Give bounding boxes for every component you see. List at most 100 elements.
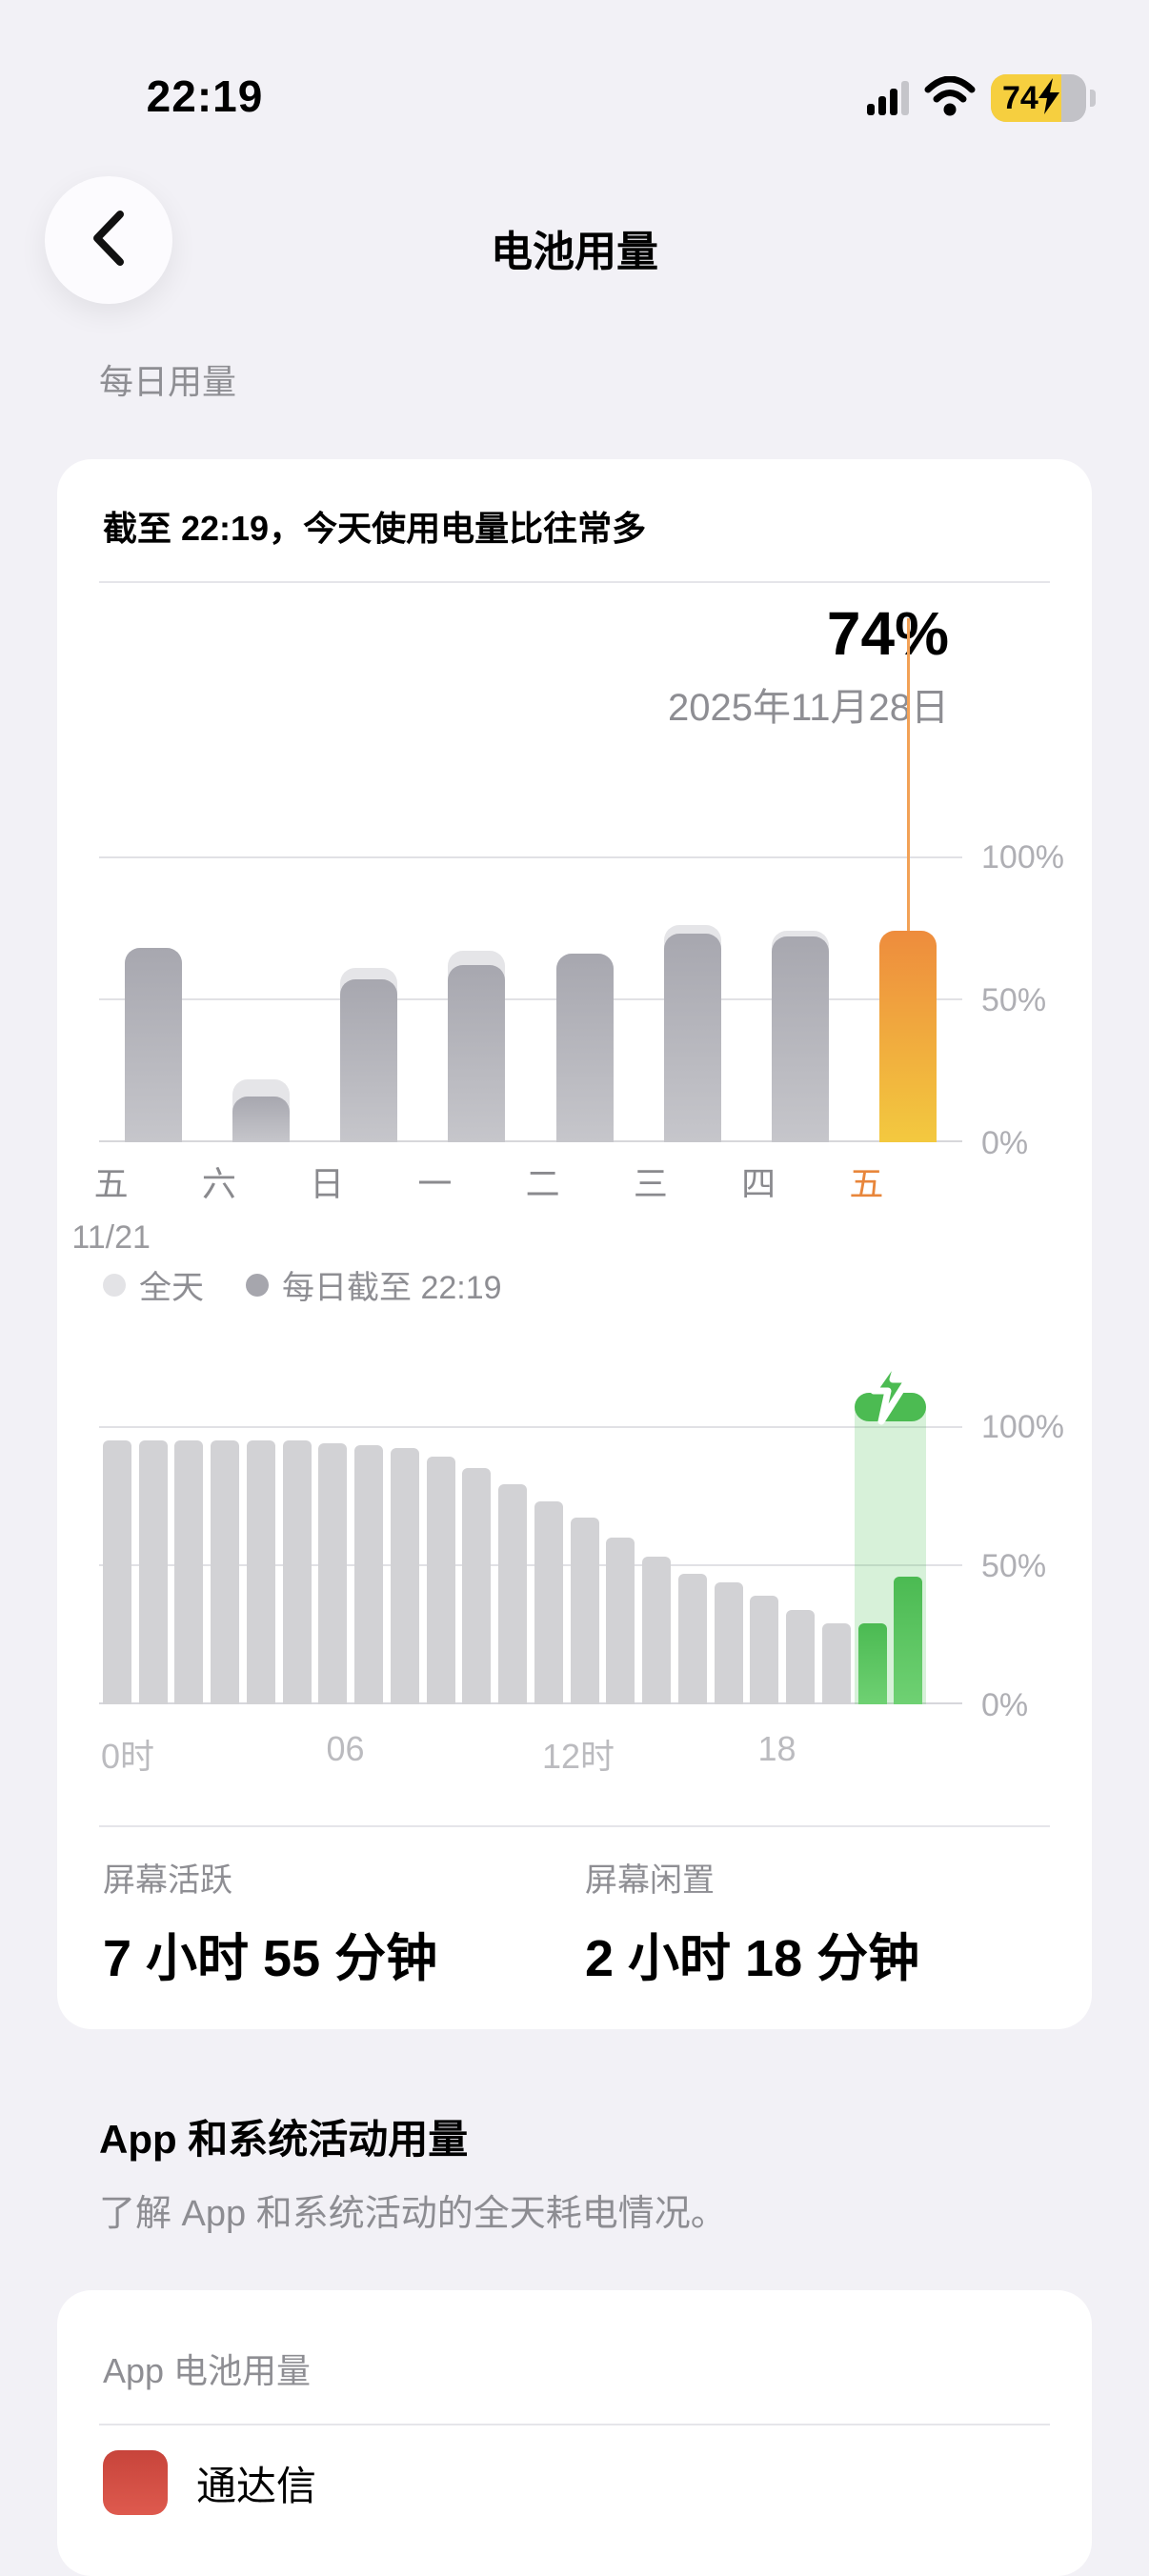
battery-charging-icon: 74 [991,74,1086,122]
hour-bar [138,1439,168,1704]
hour-bar [174,1439,204,1704]
weekly-bar-二[interactable] [531,856,638,1142]
date-sublabel: 11/21 [71,1219,151,1256]
wifi-icon [924,75,976,121]
gridline [99,856,962,858]
battery-percent: 74 [1002,79,1038,116]
hour-bar [677,1573,707,1704]
hour-bar [498,1484,528,1704]
day-label-二: 二 [525,1164,560,1203]
selected-day-date: 2025年11月28日 [668,687,949,729]
hourly-battery-level-chart: 100% 50% 0% 0时 06 12时 18 [99,1349,1064,1776]
status-time: 22:19 [146,71,264,121]
hour-bar [894,1576,923,1704]
hour-bar [282,1439,312,1704]
app-battery-usage-label: App 电池用量 [103,2351,312,2390]
screen-idle-label: 屏幕闲置 [585,1862,715,1899]
weekly-bar-一[interactable] [423,856,531,1142]
weekly-bar-五[interactable] [99,856,207,1142]
hour-bar [462,1467,492,1704]
day-label-日: 日 [310,1164,345,1203]
hour-bar [570,1518,599,1704]
selected-day-callout: 74% 2025年11月28日 [282,600,949,732]
y-axis-tick: 50% [981,982,1047,1018]
day-label-五: 五 [849,1164,884,1203]
screen-idle-value: 2 小时 18 分钟 [585,1930,920,1987]
partial-day-bar [124,948,182,1142]
selected-day-percent: 74% [826,599,949,668]
hour-bar [102,1439,131,1704]
hour-axis-tick: 06 [326,1729,365,1768]
hour-bar [642,1557,672,1704]
y-axis-tick: 100% [981,1409,1064,1445]
hour-bar [246,1439,275,1704]
hour-axis-tick: 12时 [542,1737,615,1776]
hour-bar [426,1457,455,1704]
app-usage-row[interactable]: 通达信 [103,2450,1046,2515]
apps-section-heading: App 和系统活动用量 [99,2117,469,2162]
partial-day-bar [340,979,398,1142]
y-axis-tick: 0% [981,1687,1029,1723]
hour-bar [318,1442,348,1704]
screen-idle-stat: 屏幕闲置 2 小时 18 分钟 [585,1854,919,1991]
day-label-一: 一 [417,1164,453,1203]
partial-day-bar [555,954,614,1142]
partial-day-bar [448,965,506,1142]
legend-item: 全天 [103,1261,204,1308]
battery-nub [1090,90,1096,107]
legend-dot-icon [246,1273,269,1297]
gridline [99,1140,962,1142]
hour-bar [534,1500,563,1704]
weekly-bar-三[interactable] [638,856,746,1142]
hour-bar [606,1537,635,1704]
y-axis-tick: 100% [981,839,1064,875]
partial-day-bar [663,934,721,1142]
weekly-bar-六[interactable] [207,856,314,1142]
hour-bar [714,1581,743,1704]
screen-on-label: 屏幕活跃 [103,1862,232,1899]
weekly-bar-五[interactable] [855,856,962,1142]
apps-section-subtitle: 了解 App 和系统活动的全天耗电情况。 [99,2194,727,2234]
back-button[interactable] [45,176,172,304]
legend-label: 全天 [139,1270,204,1306]
weekly-bar-日[interactable] [315,856,423,1142]
usage-headline: 截至 22:19，今天使用电量比往常多 [103,509,647,548]
page-title: 电池用量 [491,229,658,275]
status-icons: 74 [867,74,1096,122]
legend-label: 每日截至 22:19 [282,1270,502,1306]
daily-usage-section-label: 每日用量 [99,362,237,401]
selected-day-line [906,618,910,931]
selected-day-bar[interactable] [879,931,937,1142]
screen-on-value: 7 小时 55 分钟 [103,1930,438,1987]
hour-bar [750,1596,779,1704]
day-label-四: 四 [741,1164,776,1203]
divider [99,581,1050,583]
chevron-left-icon [90,209,128,272]
day-label-三: 三 [633,1164,668,1203]
hour-bar [211,1439,240,1704]
weekly-chart-x-labels: 五 11/21 六 日 一 二 三 四 五 [57,1157,920,1257]
app-name: 通达信 [196,2463,317,2508]
weekly-bar-四[interactable] [747,856,855,1142]
hour-bar [821,1623,851,1704]
partial-day-bar [232,1097,290,1142]
hour-bar [390,1448,419,1704]
gridline [99,1564,962,1566]
hour-axis-tick: 0时 [101,1737,155,1776]
hour-bar [786,1609,816,1704]
battery-bolt-icon [1037,77,1061,119]
y-axis-tick: 50% [981,1548,1047,1584]
day-label-五: 五 11/21 [57,1157,165,1257]
divider [99,1825,1050,1827]
y-axis-tick: 0% [981,1125,1029,1161]
weekly-battery-chart: 100% 50% 0% [99,618,1064,1161]
divider [99,2424,1050,2425]
daily-usage-card: 截至 22:19，今天使用电量比往常多 74% 2025年11月28日 100%… [57,459,1092,2029]
legend-dot-icon [103,1273,126,1297]
gridline [99,1426,962,1428]
cellular-signal-icon [867,81,909,115]
hour-bar [354,1445,384,1704]
app-battery-usage-card: App 电池用量 通达信 [57,2290,1092,2576]
hour-axis-tick: 18 [757,1729,796,1768]
partial-day-bar [772,936,830,1142]
